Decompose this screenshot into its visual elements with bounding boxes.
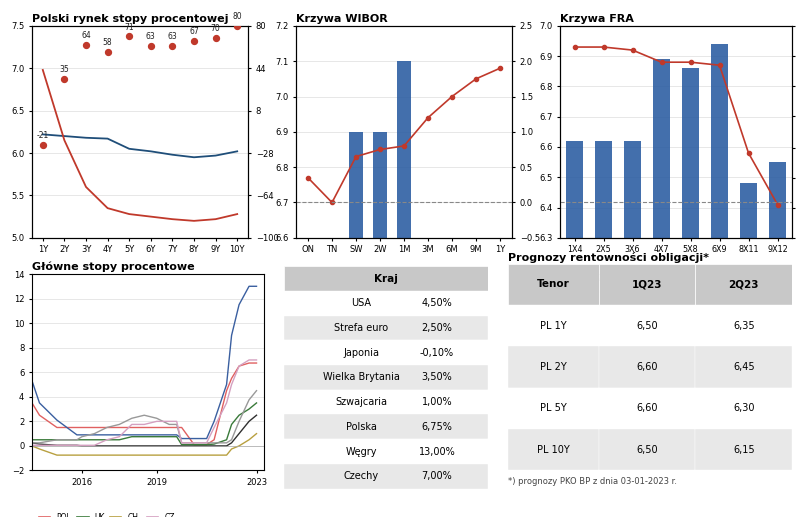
Text: PL 1Y: PL 1Y bbox=[540, 321, 566, 331]
Text: 64: 64 bbox=[81, 31, 91, 40]
Text: Wielka Brytania: Wielka Brytania bbox=[323, 372, 400, 383]
Text: USA: USA bbox=[351, 298, 371, 308]
Bar bbox=[284, 291, 488, 316]
Point bbox=[58, 74, 70, 83]
Bar bbox=[284, 439, 488, 464]
Point bbox=[37, 141, 50, 149]
Bar bbox=[508, 305, 599, 346]
Point bbox=[230, 22, 243, 30]
Text: 6,30: 6,30 bbox=[733, 403, 754, 414]
Text: -21: -21 bbox=[37, 131, 49, 140]
Text: Krzywa WIBOR: Krzywa WIBOR bbox=[296, 13, 388, 24]
Bar bbox=[566, 141, 583, 238]
Text: Japonia: Japonia bbox=[343, 348, 379, 358]
Bar bbox=[599, 346, 695, 388]
Point bbox=[210, 34, 222, 42]
Bar bbox=[624, 141, 641, 238]
Point bbox=[80, 40, 93, 49]
Text: 1Q23: 1Q23 bbox=[632, 279, 662, 290]
Text: 70: 70 bbox=[210, 24, 221, 33]
Bar bbox=[284, 316, 488, 340]
Bar bbox=[599, 264, 695, 305]
Bar bbox=[284, 266, 488, 291]
Legend: 2023-01-31 (%, l.o.), dzienna zmiana (pb., p.o.): 2023-01-31 (%, l.o.), dzienna zmiana (pb… bbox=[300, 271, 427, 299]
Bar bbox=[508, 429, 599, 470]
Bar bbox=[695, 388, 792, 429]
Text: *) prognozy PKO BP z dnia 03-01-2023 r.: *) prognozy PKO BP z dnia 03-01-2023 r. bbox=[508, 477, 677, 486]
Text: 6,50: 6,50 bbox=[636, 321, 658, 331]
Bar bbox=[508, 264, 599, 305]
Text: 6,50: 6,50 bbox=[636, 445, 658, 455]
Bar bbox=[740, 184, 757, 238]
Bar bbox=[653, 59, 670, 238]
Bar bbox=[508, 388, 599, 429]
Bar bbox=[599, 305, 695, 346]
Bar bbox=[284, 390, 488, 415]
Bar bbox=[695, 264, 792, 305]
Text: Tenor: Tenor bbox=[537, 279, 570, 290]
Text: 6,45: 6,45 bbox=[733, 362, 754, 372]
Bar bbox=[284, 464, 488, 489]
Text: PL 5Y: PL 5Y bbox=[540, 403, 567, 414]
Legend: 2023-01-31 (%, l.o.), dzienna zmiana (pb., p.o.): 2023-01-31 (%, l.o.), dzienna zmiana (pb… bbox=[564, 271, 691, 299]
Text: 4,50%: 4,50% bbox=[422, 298, 452, 308]
Text: 67: 67 bbox=[189, 27, 199, 36]
Text: Krzywa FRA: Krzywa FRA bbox=[560, 13, 634, 24]
Text: Polski rynek stopy procentowej: Polski rynek stopy procentowej bbox=[32, 13, 229, 24]
Bar bbox=[284, 340, 488, 365]
Text: Węgry: Węgry bbox=[346, 447, 378, 457]
Bar bbox=[599, 388, 695, 429]
Text: 6,15: 6,15 bbox=[733, 445, 754, 455]
Text: 2,50%: 2,50% bbox=[422, 323, 453, 333]
Bar bbox=[284, 365, 488, 390]
Bar bbox=[695, 346, 792, 388]
Text: 71: 71 bbox=[124, 23, 134, 32]
Text: Polska: Polska bbox=[346, 422, 377, 432]
Text: 3,50%: 3,50% bbox=[422, 372, 452, 383]
Point bbox=[122, 32, 135, 40]
Point bbox=[145, 42, 158, 50]
Text: 58: 58 bbox=[102, 38, 113, 47]
Bar bbox=[682, 68, 699, 238]
Point bbox=[187, 37, 200, 45]
Text: 6,60: 6,60 bbox=[637, 362, 658, 372]
Text: 63: 63 bbox=[167, 32, 178, 41]
Text: 2Q23: 2Q23 bbox=[729, 279, 759, 290]
Text: Czechy: Czechy bbox=[344, 471, 379, 481]
Text: 13,00%: 13,00% bbox=[418, 447, 455, 457]
Text: Strefa euro: Strefa euro bbox=[334, 323, 389, 333]
Text: Główne stopy procentowe: Główne stopy procentowe bbox=[32, 261, 194, 272]
Text: 35: 35 bbox=[59, 65, 70, 74]
Bar bbox=[397, 61, 411, 238]
Bar bbox=[349, 132, 363, 238]
Bar bbox=[284, 415, 488, 439]
Text: -0,10%: -0,10% bbox=[420, 348, 454, 358]
Bar bbox=[695, 429, 792, 470]
Text: PL 2Y: PL 2Y bbox=[540, 362, 567, 372]
Point bbox=[166, 42, 179, 50]
Legend: POL, EMU, UK, HU, CH, USA, CZ: POL, EMU, UK, HU, CH, USA, CZ bbox=[36, 510, 178, 517]
Text: 1,00%: 1,00% bbox=[422, 397, 452, 407]
Text: 6,60: 6,60 bbox=[637, 403, 658, 414]
Text: 63: 63 bbox=[146, 32, 156, 41]
Text: PL 10Y: PL 10Y bbox=[537, 445, 570, 455]
Text: 7,00%: 7,00% bbox=[422, 471, 452, 481]
Bar bbox=[373, 132, 387, 238]
Text: Prognozy rentowności obligacji*: Prognozy rentowności obligacji* bbox=[508, 252, 709, 263]
Text: Kraj: Kraj bbox=[374, 273, 398, 284]
Legend: SPW (%, l.o.), ASW (pb., p.o.), IRS (%, l.o.): SPW (%, l.o.), ASW (pb., p.o.), IRS (%, … bbox=[36, 271, 182, 299]
Text: Szwajcaria: Szwajcaria bbox=[335, 397, 387, 407]
Bar bbox=[508, 346, 599, 388]
Text: 6,75%: 6,75% bbox=[422, 422, 453, 432]
Point bbox=[101, 48, 114, 56]
Bar bbox=[599, 429, 695, 470]
Text: 6,35: 6,35 bbox=[733, 321, 754, 331]
Bar bbox=[695, 305, 792, 346]
Text: 80: 80 bbox=[232, 12, 242, 21]
Bar bbox=[769, 162, 786, 238]
Bar bbox=[710, 44, 728, 238]
Bar bbox=[594, 141, 612, 238]
